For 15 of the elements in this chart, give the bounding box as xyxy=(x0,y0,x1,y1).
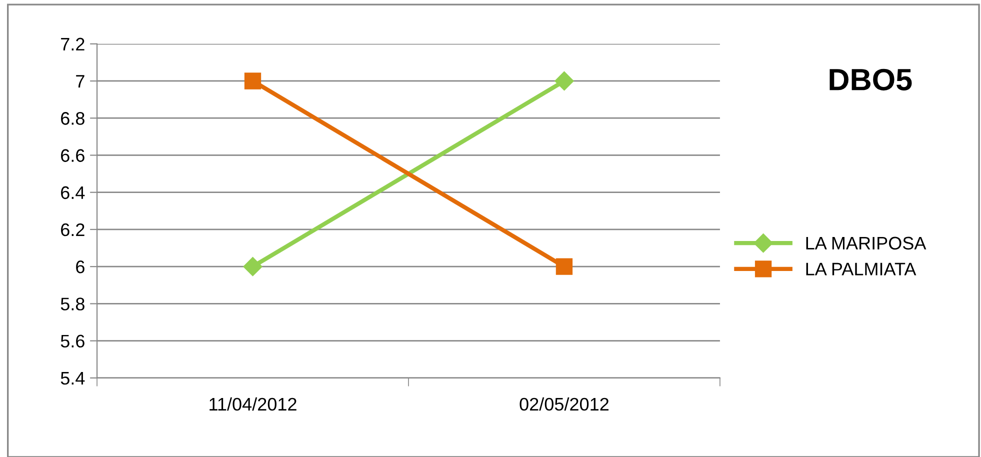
y-tick-label: 6 xyxy=(76,260,84,274)
y-tick-label: 6.4 xyxy=(61,186,85,200)
y-tick-label: 5.8 xyxy=(60,298,84,310)
y-tick-label: 6.6 xyxy=(61,149,84,162)
x-tick-label: 02/05/2012 xyxy=(520,397,609,411)
y-tick-label: 6.2 xyxy=(61,223,84,236)
x-tick-label: 11/04/2012 xyxy=(210,397,296,411)
legend-label: LA MARIPOSA xyxy=(806,236,926,250)
text: DBO5 xyxy=(830,68,912,90)
y-tick-label: 7 xyxy=(76,75,84,88)
y-tick-label: 5.6 xyxy=(60,334,84,348)
y-tick-label: 6.8 xyxy=(61,112,84,125)
y-tick-label: 7.2 xyxy=(61,38,84,50)
y-tick-label: 5.4 xyxy=(60,372,85,385)
legend-label: LA PALMIATA xyxy=(806,262,916,276)
